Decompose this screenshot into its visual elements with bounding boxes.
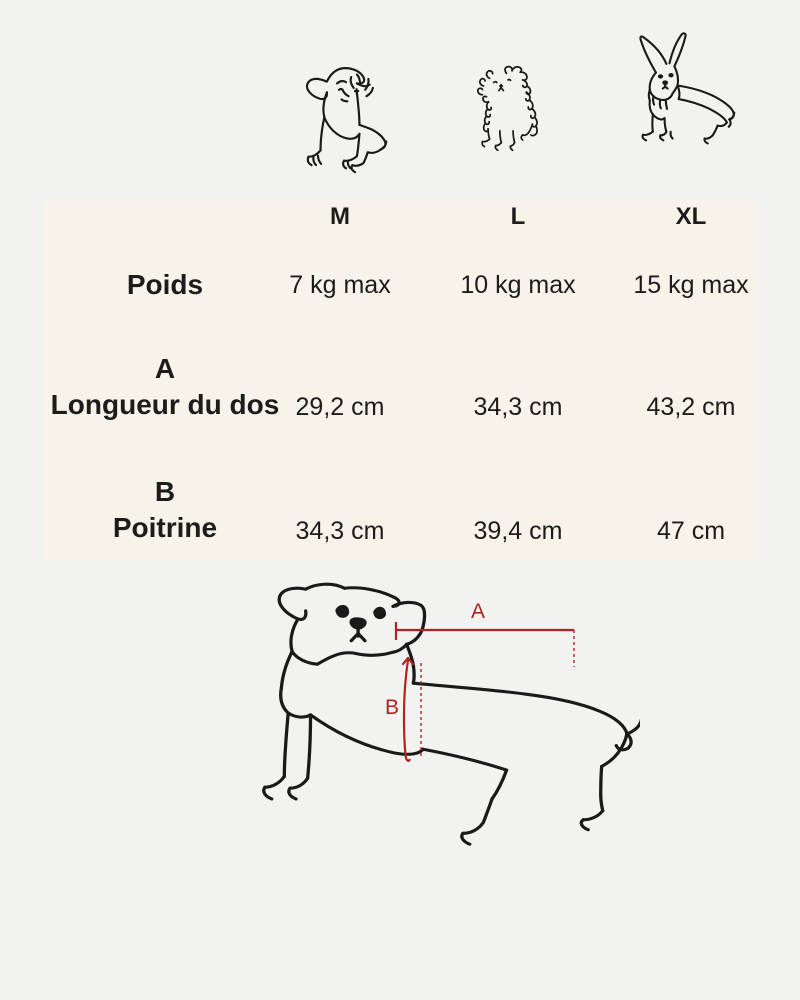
- svg-text:B: B: [385, 696, 399, 719]
- svg-text:A: A: [471, 600, 485, 623]
